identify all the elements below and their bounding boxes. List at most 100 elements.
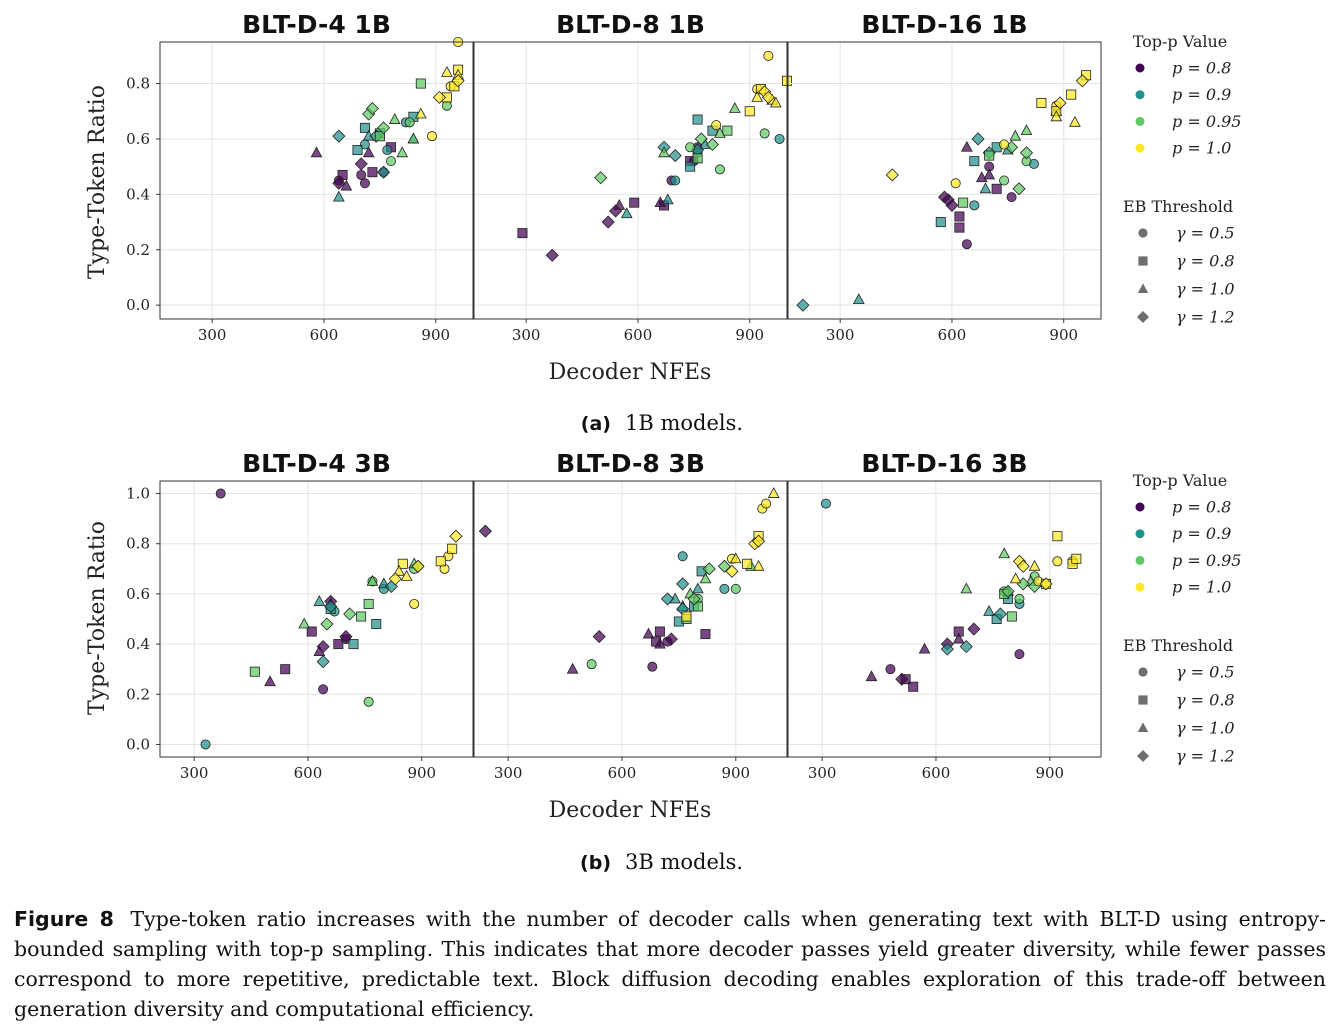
- data-point: [1001, 584, 1015, 598]
- data-point: [642, 627, 655, 639]
- panel-4: 300 600 900 0.0 0.2 0.4 0.6 0.8 1.0 BLT-D-4 3B: [126, 449, 474, 782]
- panel-6: 300 600 900 BLT-D-16 3B: [787, 449, 1102, 782]
- data-point: [1014, 649, 1025, 660]
- data-point: [1069, 115, 1081, 127]
- data-point: [200, 739, 211, 750]
- legend-top-p-label: p = 0.95: [1172, 551, 1241, 570]
- x-tick-label: 600: [938, 326, 967, 344]
- data-point: [1075, 74, 1089, 88]
- data-point: [363, 696, 374, 707]
- y-tick-label: 0.2: [126, 241, 150, 259]
- subfigure-b-text: 3B models.: [625, 850, 743, 874]
- data-point: [1009, 129, 1022, 141]
- legend-eb-label: γ = 0.5: [1176, 663, 1235, 682]
- data-point: [885, 664, 896, 675]
- data-point: [377, 165, 391, 179]
- y-tick-label: 0.4: [126, 635, 150, 653]
- data-point: [681, 611, 692, 622]
- data-point: [999, 139, 1010, 150]
- legend-color-swatch: [1135, 63, 1145, 73]
- legend-color-swatch: [1135, 582, 1145, 592]
- legend-eb-label: γ = 0.8: [1176, 252, 1235, 271]
- x-tick-label: 300: [494, 764, 523, 782]
- data-point: [310, 146, 323, 158]
- data-point: [320, 617, 334, 631]
- legend-row-1: Top-p Value EB Threshold p = 0.8 p = 0.9 p…: [1123, 32, 1242, 327]
- data-point: [685, 142, 696, 153]
- legend-marker-circle: [1138, 228, 1148, 238]
- data-point: [796, 298, 810, 312]
- data-point: [451, 74, 465, 88]
- y-tick-label: 0.6: [126, 585, 150, 603]
- data-point: [759, 128, 770, 139]
- data-point: [280, 664, 291, 675]
- plot-frame: [787, 41, 1102, 320]
- data-point: [960, 140, 973, 152]
- data-point: [761, 498, 772, 509]
- data-point: [396, 146, 409, 158]
- data-point: [751, 534, 766, 548]
- data-point: [1006, 192, 1017, 203]
- subfigure-b-tag: (b): [580, 852, 611, 874]
- plot-frame: [159, 41, 474, 320]
- data-point: [705, 137, 720, 152]
- data-point: [742, 558, 753, 569]
- data-point: [967, 622, 981, 636]
- data-point: [313, 594, 326, 606]
- legend-top-p-label: p = 0.8: [1172, 498, 1231, 517]
- y-tick-label: 0.4: [126, 185, 150, 203]
- data-point: [971, 132, 985, 146]
- data-point: [348, 639, 359, 650]
- panel-title: BLT-D-16 3B: [861, 449, 1027, 478]
- data-point: [725, 564, 739, 578]
- data-point: [340, 179, 353, 191]
- data-points: [517, 50, 793, 262]
- data-point: [517, 228, 528, 239]
- legend-eb-label: γ = 1.2: [1176, 308, 1235, 327]
- data-point: [359, 122, 370, 133]
- data-point: [954, 222, 965, 233]
- data-point: [676, 577, 690, 591]
- data-point: [699, 572, 712, 584]
- data-point: [959, 640, 973, 654]
- plot-frame: [159, 480, 474, 758]
- data-point: [352, 145, 363, 156]
- data-point: [1028, 559, 1041, 571]
- data-point: [333, 639, 344, 650]
- x-tick-label: 900: [735, 326, 764, 344]
- data-point: [316, 655, 330, 669]
- panel-5: 300 600 900 BLT-D-8 3B: [473, 449, 788, 782]
- data-point: [629, 197, 640, 208]
- legend-eb-label: γ = 0.5: [1176, 224, 1235, 243]
- x-tick-label: 600: [624, 326, 653, 344]
- data-point: [388, 113, 401, 124]
- x-tick-label: 300: [808, 764, 837, 782]
- data-point: [356, 611, 367, 622]
- data-point: [1020, 124, 1033, 136]
- legend-marker-triangle: [1137, 722, 1149, 732]
- data-point: [1071, 553, 1082, 564]
- data-point: [687, 592, 701, 606]
- figure-caption-text: Type-token ratio increases with the numb…: [14, 907, 1326, 1021]
- data-point: [647, 661, 658, 672]
- data-point: [362, 146, 375, 158]
- data-point: [774, 133, 785, 144]
- data-point: [954, 211, 965, 222]
- y-tick-label: 0.8: [126, 535, 150, 553]
- legend-row-2: Top-p Value EB Threshold p = 0.8 p = 0.9 p…: [1123, 471, 1242, 766]
- data-point: [983, 168, 996, 180]
- data-point: [945, 198, 959, 212]
- data-point: [393, 564, 405, 576]
- data-point: [545, 248, 559, 262]
- legend-marker-diamond: [1137, 750, 1149, 762]
- x-tick-label: 900: [407, 764, 436, 782]
- x-axis-label-row-2: Decoder NFEs: [549, 798, 712, 823]
- data-point: [960, 582, 973, 594]
- data-point: [719, 583, 730, 594]
- data-point: [714, 126, 726, 138]
- legend-top-p-label: p = 0.9: [1172, 85, 1231, 104]
- data-point: [298, 617, 311, 629]
- data-point: [432, 90, 447, 104]
- legend-top-p-label: p = 1.0: [1172, 139, 1231, 158]
- data-point: [382, 145, 393, 156]
